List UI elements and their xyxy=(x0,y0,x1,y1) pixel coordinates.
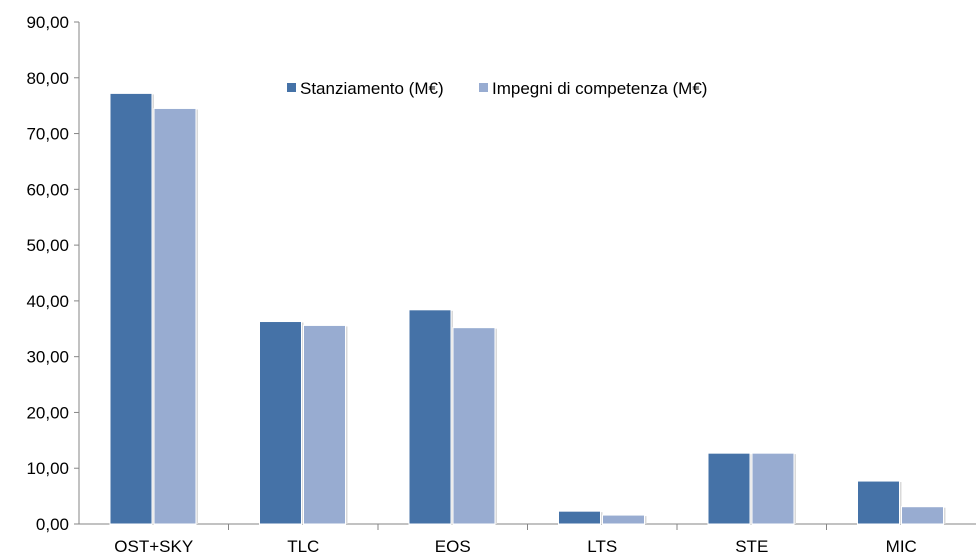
bar-stanziamento xyxy=(408,309,452,525)
x-tick-label: STE xyxy=(735,537,768,555)
bars xyxy=(109,92,946,525)
legend-swatch xyxy=(479,83,488,92)
bar-stanziamento xyxy=(558,510,601,525)
x-tick-label: MIC xyxy=(886,537,917,555)
x-tick-label: OST+SKY xyxy=(114,537,193,555)
x-axis: OST+SKY TLC EOS LTS STE MIC xyxy=(79,523,976,555)
bar-impegni xyxy=(901,506,944,525)
y-tick-label: 20,00 xyxy=(26,403,69,422)
bar-impegni xyxy=(751,452,795,525)
legend-swatch xyxy=(287,83,296,92)
bar-stanziamento xyxy=(109,92,153,525)
bar-stanziamento xyxy=(857,480,900,525)
bar-impegni xyxy=(153,107,197,525)
bar-stanziamento xyxy=(707,452,751,525)
y-tick-label: 50,00 xyxy=(26,236,69,255)
bar-impegni xyxy=(602,514,645,525)
y-tick-label: 90,00 xyxy=(26,13,69,32)
bar-impegni xyxy=(303,324,346,525)
y-tick-label: 70,00 xyxy=(26,125,69,144)
x-tick-label: TLC xyxy=(287,537,319,555)
y-tick-label: 30,00 xyxy=(26,348,69,367)
y-tick-label: 0,00 xyxy=(36,515,69,534)
y-tick-label: 40,00 xyxy=(26,292,69,311)
x-tick-label: EOS xyxy=(435,537,471,555)
legend: Stanziamento (M€) Impegni di competenza (… xyxy=(287,79,707,98)
bar-impegni xyxy=(452,327,496,525)
x-tick-label: LTS xyxy=(587,537,617,555)
bar-stanziamento xyxy=(259,321,302,525)
legend-label: Impegni di competenza (M€) xyxy=(492,79,707,98)
y-axis: 0,00 10,00 20,00 30,00 40,00 50,00 60,00 70,00 8… xyxy=(26,13,80,534)
legend-label: Stanziamento (M€) xyxy=(300,79,444,98)
y-tick-label: 60,00 xyxy=(26,180,69,199)
y-tick-label: 80,00 xyxy=(26,69,69,88)
y-tick-label: 10,00 xyxy=(26,459,69,478)
